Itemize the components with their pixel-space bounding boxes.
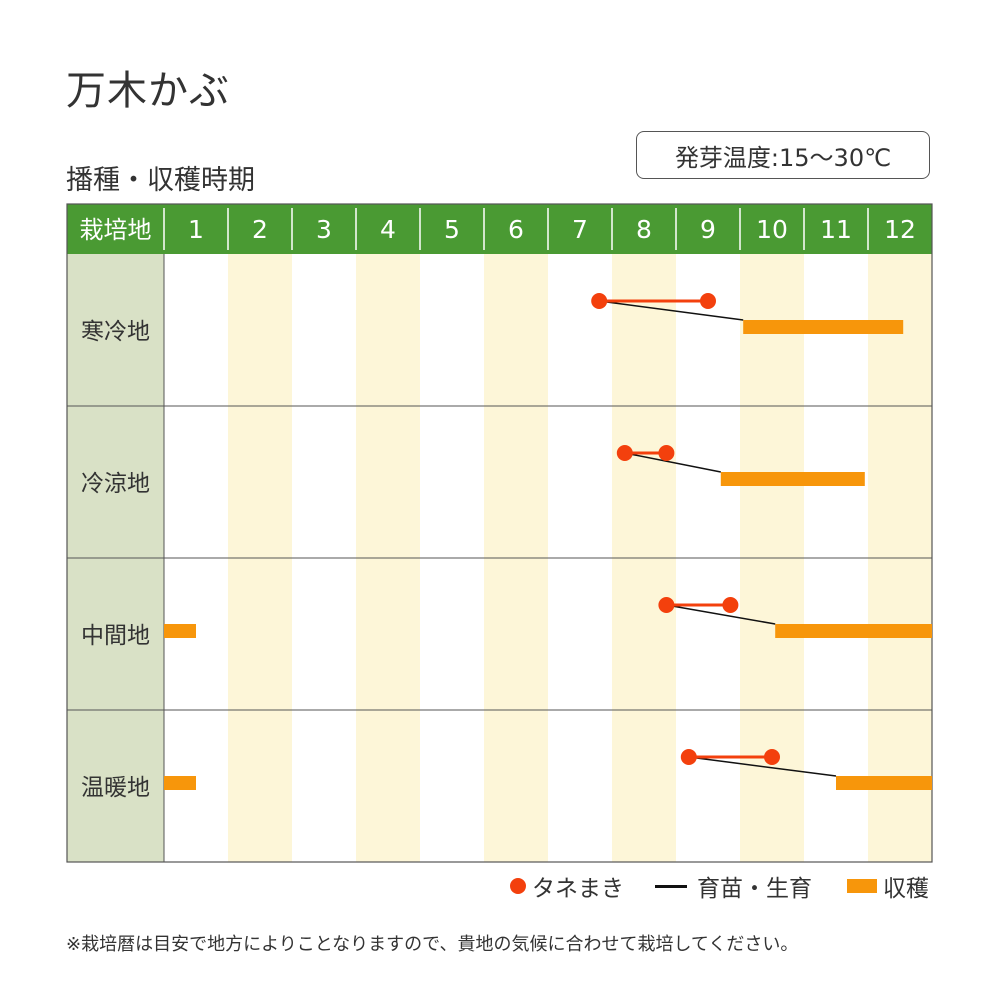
sowing-end-dot — [764, 749, 780, 765]
chart-border — [66, 203, 933, 863]
sowing-start-dot — [591, 293, 608, 309]
growing-line-icon — [655, 884, 687, 888]
harvest-bar-icon — [847, 879, 877, 893]
legend-label-sowing: タネまき — [532, 876, 624, 902]
legend-item-growing: 育苗・生育 — [655, 868, 812, 904]
sowing-end-dot — [722, 597, 739, 613]
chart-legend: タネまき 育苗・生育 収穫 — [500, 868, 932, 904]
region-label-4: 温暖地 — [81, 775, 150, 801]
germination-temp-badge: 発芽温度:15〜30℃ — [636, 131, 930, 179]
harvest-bar — [743, 320, 904, 334]
month-label-8: 8 — [636, 215, 652, 244]
harvest-bar — [164, 624, 196, 638]
region-label-1: 寒冷地 — [81, 319, 150, 345]
legend-label-harvest: 収穫 — [883, 876, 929, 902]
month-label-12: 12 — [884, 215, 916, 244]
harvest-bar — [836, 776, 932, 790]
sowing-start-dot — [616, 445, 633, 461]
legend-item-harvest: 収穫 — [847, 868, 929, 904]
month-label-10: 10 — [756, 215, 788, 244]
footnote: ※栽培暦は目安で地方によりことなりますので、貴地の気候に合わせて栽培してください… — [66, 934, 799, 955]
legend-item-sowing: タネまき — [510, 868, 624, 904]
header-label: 栽培地 — [80, 216, 152, 244]
harvest-bar — [164, 776, 196, 790]
sowing-end-dot — [700, 293, 716, 309]
month-label-9: 9 — [700, 215, 716, 244]
month-label-2: 2 — [252, 215, 268, 244]
sowing-end-dot — [658, 445, 675, 461]
month-label-4: 4 — [380, 215, 396, 244]
month-label-3: 3 — [316, 215, 332, 244]
region-label-3: 中間地 — [81, 623, 150, 649]
month-label-7: 7 — [572, 215, 588, 244]
growing-line — [666, 604, 776, 625]
month-label-11: 11 — [820, 215, 852, 244]
month-label-5: 5 — [444, 215, 460, 244]
legend-label-growing: 育苗・生育 — [697, 876, 812, 902]
month-label-6: 6 — [508, 215, 524, 244]
harvest-bar — [720, 472, 865, 486]
harvest-bar — [775, 624, 932, 638]
growing-line — [688, 756, 837, 777]
germination-temp-text: 発芽温度:15〜30℃ — [674, 143, 892, 172]
growing-line — [599, 300, 744, 321]
sowing-start-dot — [658, 597, 675, 613]
region-label-2: 冷涼地 — [81, 471, 150, 497]
page-title: 万木かぶ — [66, 68, 230, 114]
month-label-1: 1 — [188, 215, 204, 244]
growing-line — [624, 452, 721, 473]
sowing-start-dot — [680, 749, 697, 765]
header-bar — [67, 204, 932, 254]
sowing-dot-icon — [510, 878, 526, 894]
chart-subtitle: 播種・収穫時期 — [66, 165, 255, 196]
